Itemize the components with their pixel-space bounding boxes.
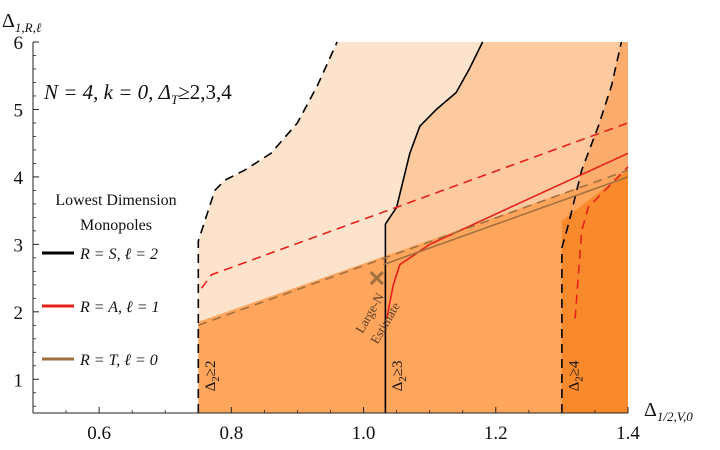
series-line-2 bbox=[561, 41, 623, 413]
x-tick-label-2: 1.0 bbox=[352, 423, 376, 444]
region-3 bbox=[198, 170, 629, 413]
delta2-label-1: Δ2≥3 bbox=[390, 360, 409, 391]
series-line-4 bbox=[385, 152, 629, 319]
series-line-5 bbox=[574, 166, 629, 319]
region-4 bbox=[561, 170, 628, 413]
chart-title: N = 4, k = 0, ΔT≥2,3,4 bbox=[43, 80, 232, 107]
y-axis-label: Δ1,R,ℓ bbox=[2, 10, 42, 35]
legend-title-line1: Lowest Dimension bbox=[55, 192, 176, 209]
x-axis-label: Δ1/2,V,0 bbox=[644, 399, 693, 424]
x-tick-label-0: 0.6 bbox=[87, 423, 111, 444]
y-tick-label-4: 5 bbox=[14, 100, 24, 121]
y-tick-label-1: 2 bbox=[14, 303, 24, 324]
y-tick-label-5: 6 bbox=[14, 33, 24, 54]
series-line-3 bbox=[200, 122, 629, 289]
series-line-0 bbox=[197, 41, 338, 413]
delta2-label-2: Δ2≥4 bbox=[567, 360, 586, 391]
x-tick-label-1: 0.8 bbox=[219, 423, 243, 444]
series-line-6 bbox=[198, 169, 629, 327]
legend: Lowest Dimension Monopoles R = S, ℓ = 2 R =… bbox=[42, 192, 177, 369]
y-tick-label-3: 4 bbox=[14, 168, 24, 189]
series-line-7 bbox=[383, 176, 629, 266]
delta2-label-0: Δ2≥2 bbox=[203, 360, 222, 391]
annotations-layer: N = 4, k = 0, ΔT≥2,3,4 Δ2≥2 Δ2≥3 Δ2≥4 bbox=[43, 80, 586, 391]
axes-layer: 0.6 0.8 1.0 1.2 1.4 1 2 3 4 5 6 Δ1/2,V,0 Δ1,R,ℓ bbox=[2, 10, 693, 444]
legend-item-label-1: R = A, ℓ = 1 bbox=[79, 299, 160, 316]
large-n-marker-b bbox=[369, 271, 384, 286]
series-line-1 bbox=[384, 41, 484, 413]
x-tick-label-4: 1.4 bbox=[616, 423, 640, 444]
y-tick-label-0: 1 bbox=[14, 370, 24, 391]
series-layer bbox=[197, 41, 629, 413]
legend-item-label-0: R = S, ℓ = 2 bbox=[79, 246, 158, 263]
y-tick-label-2: 3 bbox=[14, 235, 24, 256]
legend-title-line2: Monopoles bbox=[80, 217, 152, 234]
regions-layer bbox=[198, 42, 629, 413]
x-tick-label-3: 1.2 bbox=[484, 423, 508, 444]
legend-item-label-2: R = T, ℓ = 0 bbox=[79, 352, 158, 369]
